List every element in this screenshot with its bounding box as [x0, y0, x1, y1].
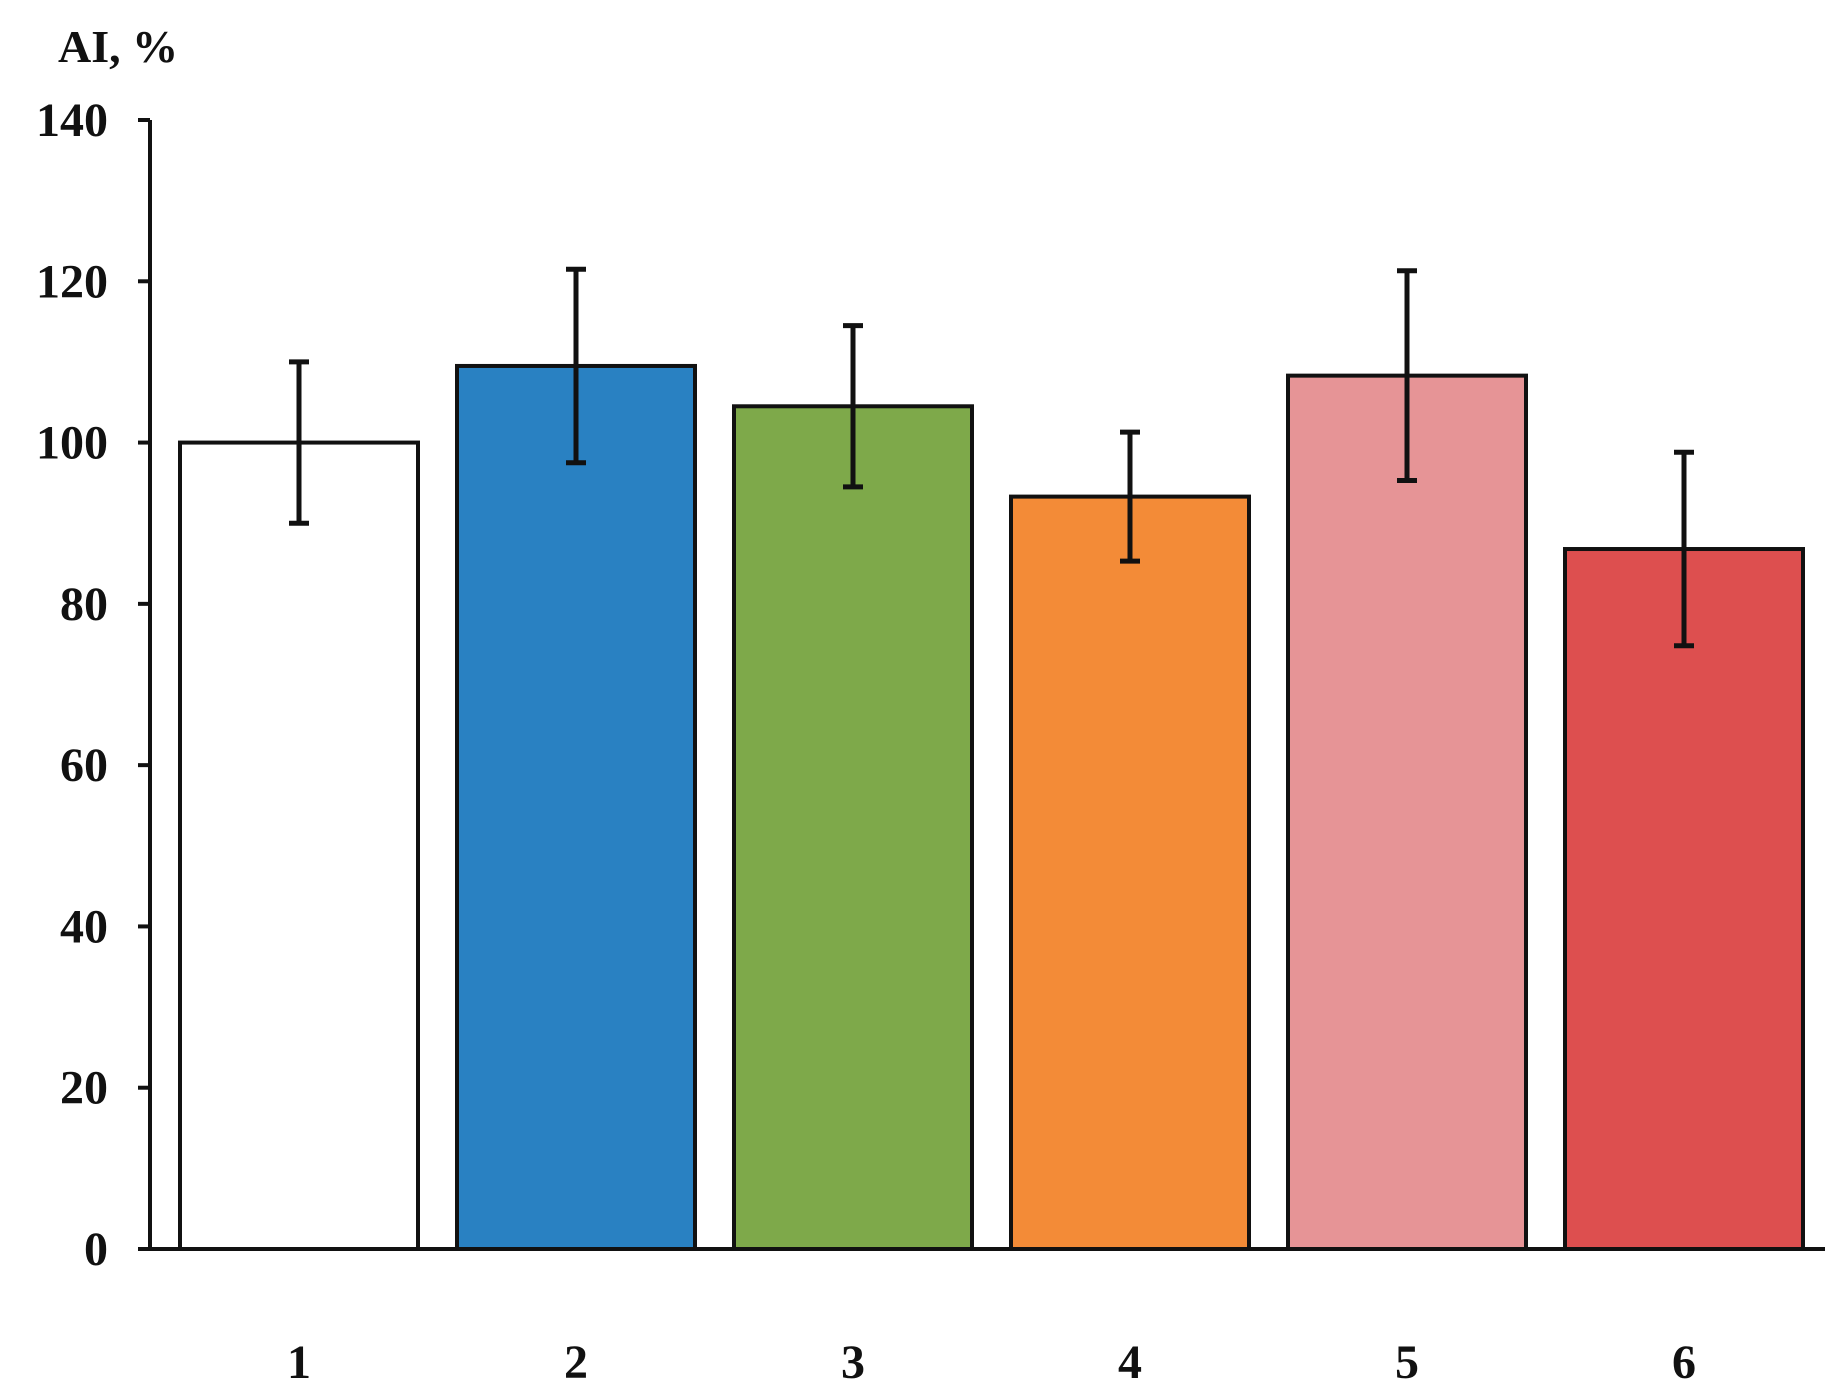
bar-3 — [732, 404, 974, 1251]
y-tick-label: 120 — [36, 255, 108, 308]
error-bar-5 — [1397, 268, 1417, 483]
x-tick-label: 3 — [841, 1336, 865, 1389]
error-bar-3 — [843, 323, 863, 490]
y-ticks-group: 0 20 40 60 80 100 120 140 — [36, 94, 150, 1276]
error-bar-1 — [289, 359, 309, 526]
axes-group — [138, 120, 1825, 1251]
y-tick-label: 80 — [60, 578, 108, 631]
x-tick-label: 6 — [1672, 1336, 1696, 1389]
y-tick-label: 0 — [84, 1223, 108, 1276]
error-bars-group — [289, 266, 1694, 649]
bars-group — [178, 363, 1805, 1252]
error-bar-6 — [1674, 449, 1694, 649]
bar-4 — [1009, 494, 1251, 1251]
y-tick-label: 60 — [60, 739, 108, 792]
bar-1 — [178, 440, 420, 1252]
y-tick-label: 100 — [36, 417, 108, 470]
bar-5 — [1286, 373, 1528, 1251]
error-bar-2 — [566, 266, 586, 466]
x-ticks-group: 1 2 3 4 5 6 — [287, 1336, 1696, 1389]
x-tick-label: 2 — [564, 1336, 588, 1389]
x-tick-label: 1 — [287, 1336, 311, 1389]
error-bar-4 — [1120, 429, 1140, 564]
x-tick-label: 4 — [1118, 1336, 1142, 1389]
y-tick-label: 40 — [60, 900, 108, 953]
x-tick-label: 5 — [1395, 1336, 1419, 1389]
bar-2 — [455, 363, 697, 1252]
y-tick-label: 140 — [36, 94, 108, 147]
y-tick-label: 20 — [60, 1062, 108, 1115]
bar-6 — [1563, 547, 1805, 1251]
y-axis-label: AI, % — [58, 21, 178, 72]
